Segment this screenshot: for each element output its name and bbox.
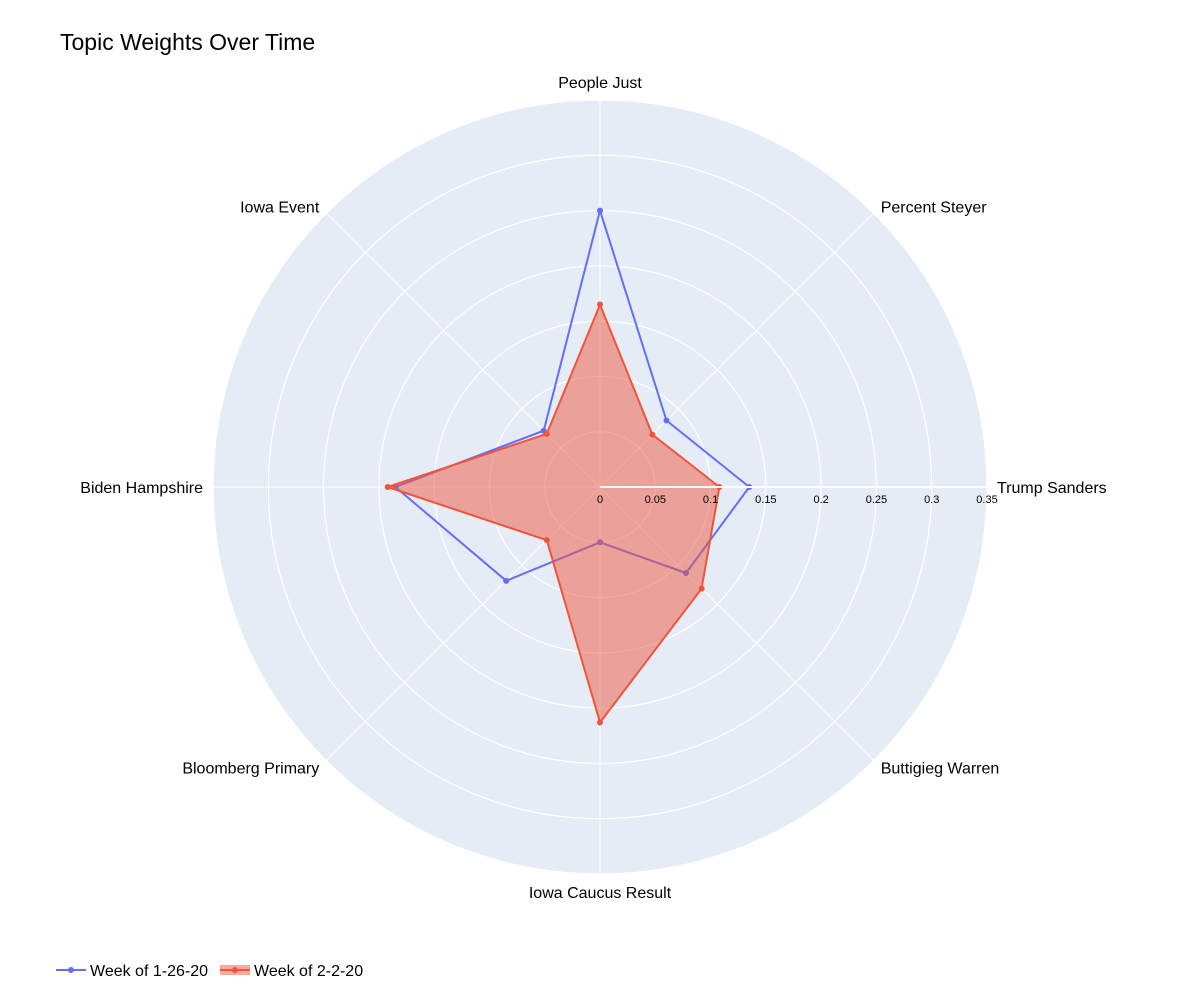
category-labels: Trump Sanders Percent Steyer People Just Io… — [80, 75, 1106, 902]
data-point[interactable] — [597, 719, 603, 726]
radial-axis: 0 0.05 0.1 0.15 0.2 0.25 0.3 0.35 — [597, 486, 998, 506]
radial-tick-label: 0.05 — [645, 494, 666, 506]
category-label: Percent Steyer — [881, 199, 988, 216]
legend-label: Week of 1-26-20 — [90, 963, 208, 980]
series-layer — [384, 207, 753, 726]
data-point[interactable] — [649, 431, 656, 438]
chart-title: Topic Weights Over Time — [60, 29, 315, 55]
radial-tick-label: 0.15 — [755, 494, 776, 506]
category-label: Biden Hampshire — [80, 480, 203, 497]
data-point[interactable] — [543, 430, 550, 437]
legend-item[interactable]: Week of 1-26-20 — [56, 963, 208, 980]
radial-tick-label: 0.3 — [924, 494, 939, 506]
data-point[interactable] — [663, 417, 670, 424]
category-label: Trump Sanders — [997, 480, 1107, 497]
data-point[interactable] — [698, 585, 705, 592]
data-point[interactable] — [543, 537, 550, 544]
legend-marker — [68, 967, 74, 973]
legend[interactable]: Week of 1-26-20 Week of 2-2-20 — [56, 963, 363, 980]
radial-tick-label: 0.1 — [703, 494, 718, 506]
radial-tick-label: 0.35 — [976, 494, 997, 506]
radial-tick-label: 0.2 — [813, 494, 828, 506]
category-label: People Just — [558, 75, 642, 92]
data-point[interactable] — [597, 207, 603, 214]
category-label: Iowa Event — [240, 199, 320, 216]
data-point[interactable] — [503, 577, 510, 584]
category-label: Buttigieg Warren — [881, 761, 1000, 778]
legend-marker — [232, 967, 238, 973]
legend-label: Week of 2-2-20 — [254, 963, 363, 980]
radial-tick-label: 0 — [597, 494, 603, 506]
radial-tick-label: 0.25 — [866, 494, 887, 506]
data-point[interactable] — [384, 484, 391, 490]
data-point[interactable] — [597, 301, 603, 308]
category-label: Iowa Caucus Result — [529, 885, 672, 902]
legend-item[interactable]: Week of 2-2-20 — [220, 963, 363, 980]
category-label: Bloomberg Primary — [182, 761, 319, 778]
series-2 — [384, 301, 723, 726]
